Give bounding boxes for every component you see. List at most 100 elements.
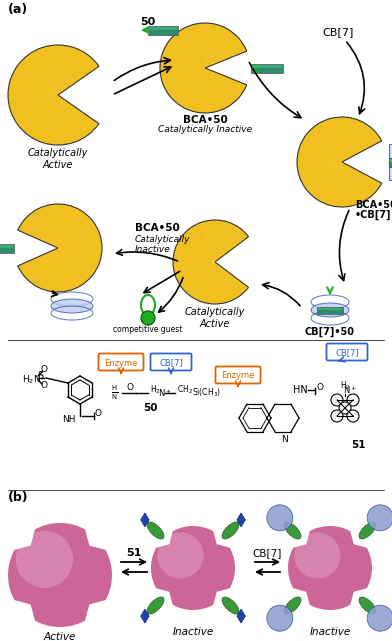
Text: Catalytically: Catalytically — [135, 235, 191, 244]
Wedge shape — [152, 587, 174, 610]
Text: $\mathsf{\frac{H}{N}}$: $\mathsf{\frac{H}{N}}$ — [111, 384, 118, 402]
Text: Inactive: Inactive — [309, 627, 350, 637]
Text: $\mathsf{H_2}$: $\mathsf{H_2}$ — [150, 384, 161, 396]
Circle shape — [141, 311, 155, 325]
Text: O: O — [40, 365, 47, 374]
Text: Catalytically
Active: Catalytically Active — [28, 148, 88, 170]
Circle shape — [157, 532, 203, 578]
Ellipse shape — [222, 522, 239, 539]
Circle shape — [331, 394, 343, 406]
Circle shape — [331, 410, 343, 422]
Text: $\mathsf{Si(CH_3)}$: $\mathsf{Si(CH_3)}$ — [192, 387, 221, 399]
FancyBboxPatch shape — [98, 353, 143, 370]
Text: O: O — [127, 383, 134, 392]
Ellipse shape — [359, 522, 376, 539]
Bar — [149, 26, 177, 29]
Text: CB[7]: CB[7] — [322, 27, 353, 37]
Ellipse shape — [284, 597, 301, 614]
Polygon shape — [141, 609, 149, 623]
FancyBboxPatch shape — [327, 344, 367, 360]
Bar — [148, 26, 178, 35]
Text: Enzyme: Enzyme — [221, 372, 255, 381]
Bar — [390, 158, 392, 162]
Wedge shape — [289, 587, 311, 610]
Text: S: S — [37, 371, 43, 381]
Ellipse shape — [284, 522, 301, 539]
Text: NH: NH — [62, 415, 76, 424]
Polygon shape — [237, 609, 245, 623]
Text: CB[7]: CB[7] — [252, 548, 282, 558]
Text: Inactive: Inactive — [135, 246, 171, 254]
Circle shape — [347, 410, 359, 422]
Text: Active: Active — [44, 632, 76, 641]
Text: O: O — [316, 383, 323, 392]
Bar — [389, 158, 392, 167]
Text: Inactive: Inactive — [172, 627, 214, 637]
Text: Enzyme: Enzyme — [104, 358, 138, 367]
Circle shape — [267, 505, 293, 531]
Wedge shape — [289, 527, 311, 549]
Wedge shape — [9, 524, 36, 551]
Text: 51: 51 — [351, 440, 365, 450]
Text: CB[7]•50: CB[7]•50 — [305, 327, 355, 337]
FancyBboxPatch shape — [151, 353, 192, 370]
Wedge shape — [212, 587, 234, 610]
Wedge shape — [84, 599, 111, 626]
Wedge shape — [152, 527, 174, 549]
Wedge shape — [173, 220, 249, 304]
Bar — [252, 65, 282, 67]
Bar — [318, 308, 342, 310]
Text: BCA•50: BCA•50 — [355, 200, 392, 210]
Wedge shape — [8, 45, 99, 145]
Circle shape — [288, 526, 372, 610]
Text: 50: 50 — [143, 403, 157, 413]
Ellipse shape — [147, 597, 164, 614]
Text: $\mathsf{N^+}$: $\mathsf{N^+}$ — [158, 387, 172, 399]
Ellipse shape — [359, 597, 376, 614]
Wedge shape — [297, 117, 382, 207]
Text: (a): (a) — [8, 3, 28, 17]
Circle shape — [339, 402, 351, 414]
Wedge shape — [349, 587, 371, 610]
Circle shape — [8, 523, 112, 627]
Circle shape — [367, 605, 392, 631]
Circle shape — [16, 531, 73, 588]
Wedge shape — [212, 527, 234, 549]
Text: $\mathsf{H_2}$: $\mathsf{H_2}$ — [339, 379, 350, 392]
Wedge shape — [18, 204, 102, 292]
Text: Catalytically Inactive: Catalytically Inactive — [158, 126, 252, 135]
Ellipse shape — [51, 299, 93, 313]
Circle shape — [294, 532, 341, 578]
Ellipse shape — [147, 522, 164, 539]
Circle shape — [151, 526, 235, 610]
Wedge shape — [84, 524, 111, 551]
FancyBboxPatch shape — [216, 367, 261, 383]
Bar — [0, 244, 13, 247]
Text: Catalytically
Active: Catalytically Active — [185, 307, 245, 329]
Text: 50: 50 — [140, 17, 156, 27]
Bar — [390, 158, 392, 162]
Text: CB[7]: CB[7] — [335, 349, 359, 358]
Bar — [389, 144, 392, 180]
Circle shape — [267, 605, 293, 631]
Bar — [0, 244, 14, 253]
Polygon shape — [141, 513, 149, 527]
Wedge shape — [160, 23, 247, 113]
Wedge shape — [9, 599, 36, 626]
Text: N: N — [281, 435, 289, 444]
Text: $\mathsf{H_2N}$: $\mathsf{H_2N}$ — [22, 374, 41, 387]
Text: BCA•50: BCA•50 — [135, 223, 180, 233]
Circle shape — [367, 505, 392, 531]
Text: •CB[7]: •CB[7] — [355, 210, 392, 220]
Text: O: O — [40, 381, 47, 390]
Text: HN: HN — [292, 385, 307, 395]
Circle shape — [347, 394, 359, 406]
Text: $\mathsf{N^+}$: $\mathsf{N^+}$ — [343, 384, 357, 396]
Text: $\mathsf{CH_2}$: $\mathsf{CH_2}$ — [177, 384, 193, 396]
Text: 51: 51 — [126, 548, 142, 558]
Text: BCA•50: BCA•50 — [183, 115, 227, 125]
Bar — [317, 306, 343, 313]
Text: competitive guest: competitive guest — [113, 326, 183, 335]
Ellipse shape — [311, 303, 349, 317]
Wedge shape — [349, 527, 371, 549]
